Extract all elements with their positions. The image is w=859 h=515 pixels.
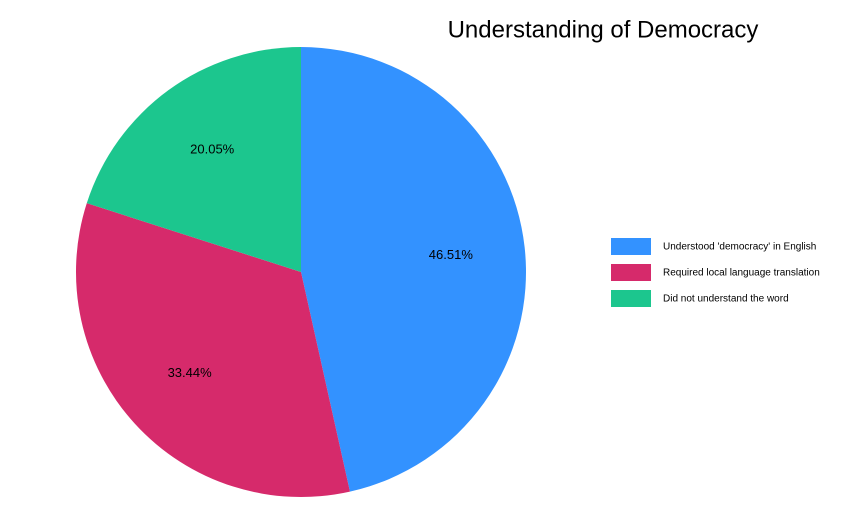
slice-label: 33.44% [168, 365, 213, 380]
slice-label: 46.51% [429, 247, 474, 262]
slice-label: 20.05% [190, 142, 235, 157]
legend-label: Did not understand the word [663, 294, 789, 305]
legend-swatch [611, 264, 651, 281]
legend-label: Understood 'democracy' in English [663, 242, 816, 253]
pie-slice [86, 47, 301, 272]
pie-slice [301, 47, 526, 492]
legend-swatch [611, 290, 651, 307]
legend-label: Required local language translation [663, 268, 820, 279]
pie-slice [75, 203, 350, 498]
legend-swatch [611, 238, 651, 255]
chart-title: Understanding of Democracy [448, 16, 759, 43]
